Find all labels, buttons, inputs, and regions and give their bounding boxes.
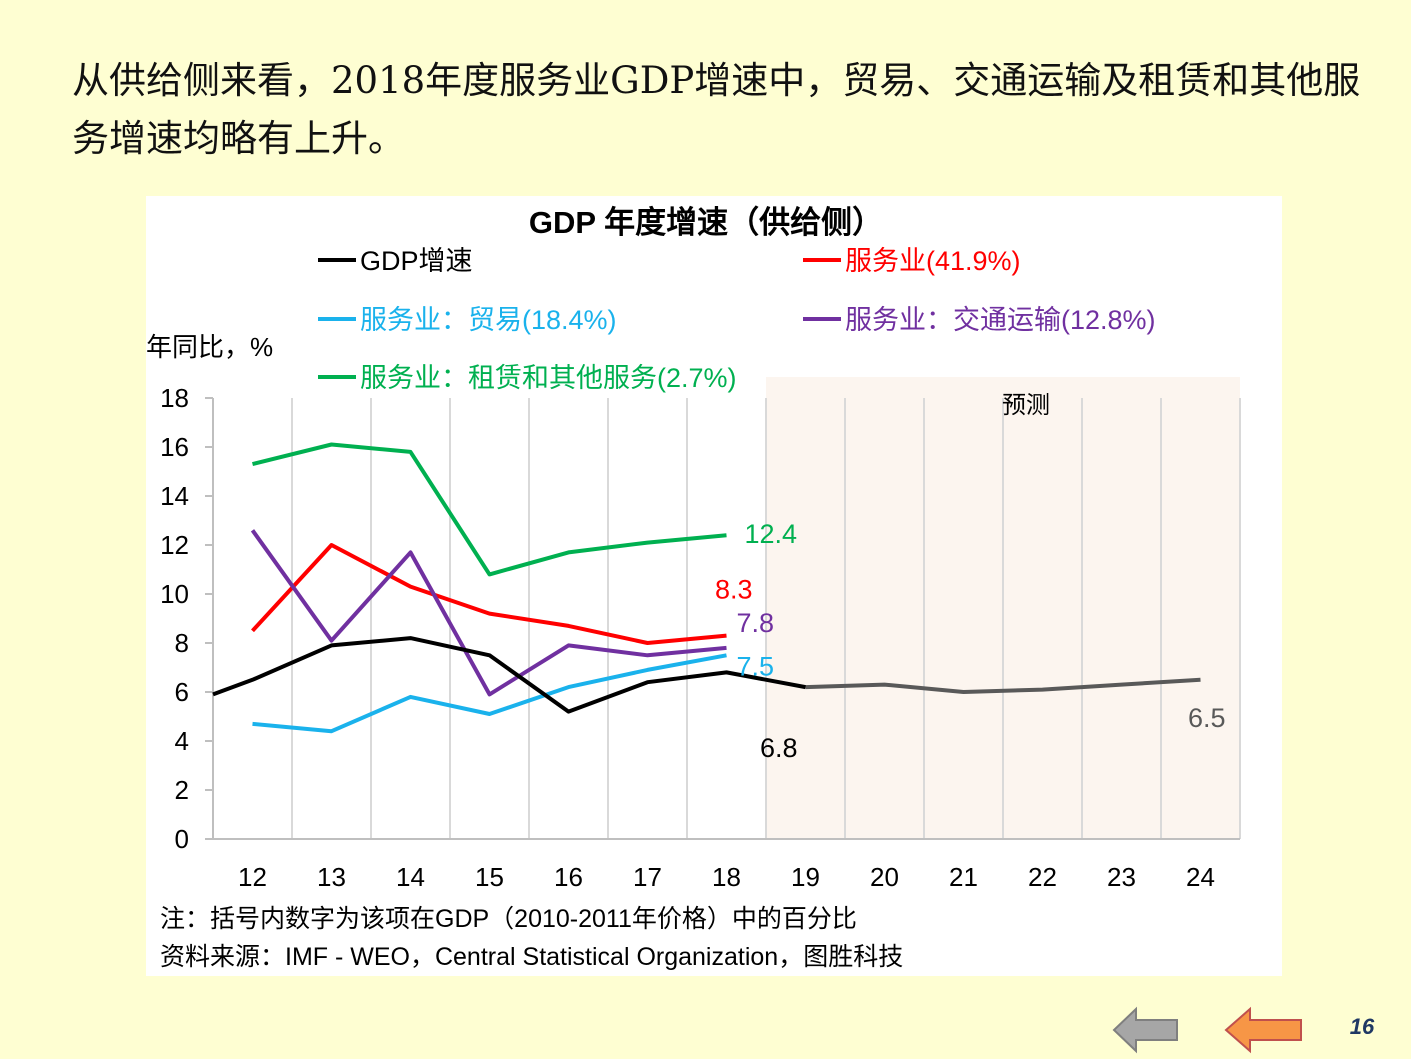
data-label-leasing: 12.4 [745, 519, 798, 549]
legend-item-transport: 服务业：交通运输(12.8%) [803, 305, 1156, 335]
x-tick-label: 21 [949, 862, 978, 892]
left-arrow-orange-icon [1224, 1006, 1302, 1054]
legend-label-gdp: GDP增速 [360, 246, 473, 276]
series-line-transport [250, 529, 727, 697]
legend-label-transport: 服务业：交通运输(12.8%) [845, 305, 1156, 335]
y-tick-label: 10 [160, 579, 189, 609]
back-page-button[interactable] [1224, 1006, 1304, 1054]
series-line-forecast [805, 677, 1201, 694]
x-tick-label: 19 [791, 862, 820, 892]
y-axis-title: 年同比，% [146, 332, 273, 362]
x-tick-label: 14 [396, 862, 425, 892]
x-tick-label: 18 [712, 862, 741, 892]
y-tick-label: 6 [175, 677, 189, 707]
series-line-gdp [212, 636, 806, 714]
gridlines [291, 398, 1241, 839]
x-tick-label: 13 [317, 862, 346, 892]
data-label-services: 8.3 [715, 575, 753, 605]
data-label-trade: 7.5 [737, 651, 775, 681]
y-tick-label: 8 [175, 628, 189, 658]
data-label-gdp: 6.8 [760, 733, 798, 763]
series-line-leasing [252, 442, 727, 577]
y-tick-label: 0 [175, 824, 189, 854]
prev-page-button[interactable] [1112, 1006, 1180, 1054]
series-layer [212, 442, 1201, 734]
slide-heading: 从供给侧来看，2018年度服务业GDP增速中，贸易、交通运输及租赁和其他服务增速… [72, 59, 1361, 160]
legend-item-gdp: GDP增速 [318, 246, 473, 276]
y-tick-label: 16 [160, 432, 189, 462]
x-tick-label: 23 [1107, 862, 1136, 892]
series-line-trade [252, 653, 727, 734]
legend-label-trade: 服务业：贸易(18.4%) [360, 305, 617, 335]
x-tick-label: 22 [1028, 862, 1057, 892]
x-tick-label: 16 [554, 862, 583, 892]
legend-item-trade: 服务业：贸易(18.4%) [318, 305, 617, 335]
legend-label-leasing: 服务业：租赁和其他服务(2.7%) [360, 363, 737, 393]
y-tick-label: 14 [160, 481, 189, 511]
legend-item-leasing: 服务业：租赁和其他服务(2.7%) [318, 363, 737, 393]
chart-title: GDP 年度增速（供给侧） [529, 205, 883, 240]
x-tick-label: 24 [1186, 862, 1215, 892]
forecast-label: 预测 [1002, 392, 1050, 419]
y-tick-label: 4 [175, 726, 189, 756]
legend-label-services: 服务业(41.9%) [845, 246, 1021, 276]
x-tick-label: 20 [870, 862, 899, 892]
y-tick-label: 12 [160, 530, 189, 560]
data-label-transport: 7.8 [737, 608, 775, 638]
x-tick-label: 17 [633, 862, 662, 892]
y-tick-label: 2 [175, 775, 189, 805]
legend: GDP增速 服务业(41.9%) 服务业：贸易(18.4%) 服务业：交通运输(… [318, 246, 1156, 393]
data-label-forecast: 6.5 [1188, 703, 1226, 733]
page-number: 16 [1349, 1014, 1375, 1039]
labels-layer: 6.5 12.4 8.37.8 7.5 6.8 [715, 519, 1226, 763]
x-tick-label: 12 [238, 862, 267, 892]
chart-source: 资料来源：IMF - WEO，Central Statistical Organ… [160, 943, 903, 971]
x-tick-label: 15 [475, 862, 504, 892]
legend-item-services: 服务业(41.9%) [803, 246, 1021, 276]
series-line-services [251, 543, 727, 645]
y-tick-label: 18 [160, 383, 189, 413]
chart-note: 注：括号内数字为该项在GDP（2010-2011年价格）中的百分比 [160, 905, 857, 933]
left-arrow-gray-icon [1112, 1006, 1178, 1054]
chart-panel: 0 2 4 6 8 10 12 14 16 18 12 13 14 15 16 17 18 19 20 21 22 23 2… [146, 196, 1282, 976]
